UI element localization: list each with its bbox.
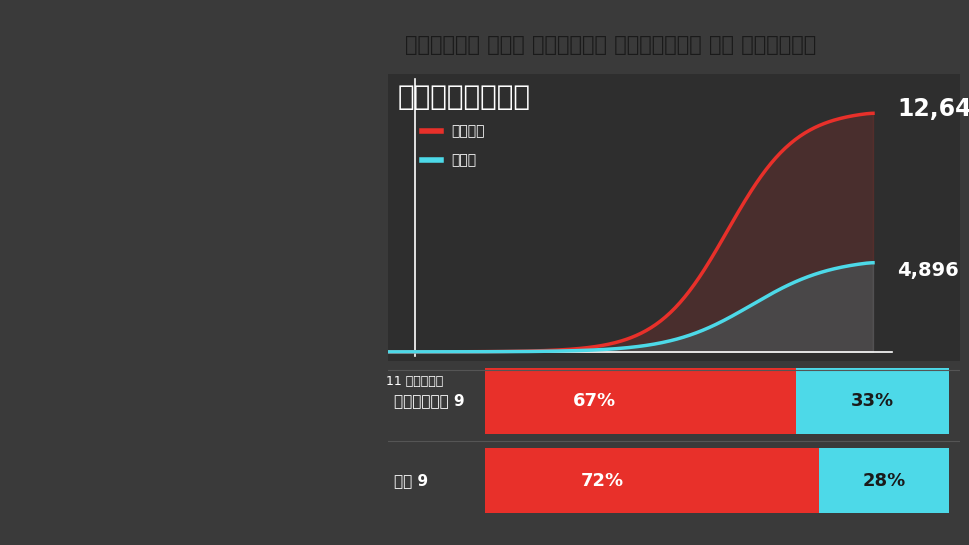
- FancyBboxPatch shape: [484, 448, 818, 513]
- Text: 67%: 67%: [572, 392, 615, 410]
- Text: 12,640: 12,640: [896, 98, 969, 122]
- Text: गांवों में कोरोना संक्रमण की स्थिति: गांवों में कोरोना संक्रमण की स्थिति: [405, 35, 816, 56]
- FancyBboxPatch shape: [818, 448, 948, 513]
- FancyBboxPatch shape: [484, 368, 795, 434]
- Text: 11 फरवरी: 11 फरवरी: [386, 375, 443, 388]
- Text: शहर: शहर: [451, 153, 476, 167]
- Text: मई 9: मई 9: [393, 473, 427, 488]
- Text: गांव: गांव: [451, 124, 484, 138]
- Text: 9 मई: 9 मई: [771, 375, 798, 388]
- Text: 28%: 28%: [861, 471, 905, 489]
- Text: अप्रैल 9: अप्रैल 9: [393, 393, 464, 409]
- FancyBboxPatch shape: [795, 368, 948, 434]
- Text: राजस्थान: राजस्थान: [397, 83, 530, 111]
- Text: 72%: 72%: [580, 471, 623, 489]
- Text: 4,896: 4,896: [896, 261, 958, 280]
- Text: 33%: 33%: [850, 392, 893, 410]
